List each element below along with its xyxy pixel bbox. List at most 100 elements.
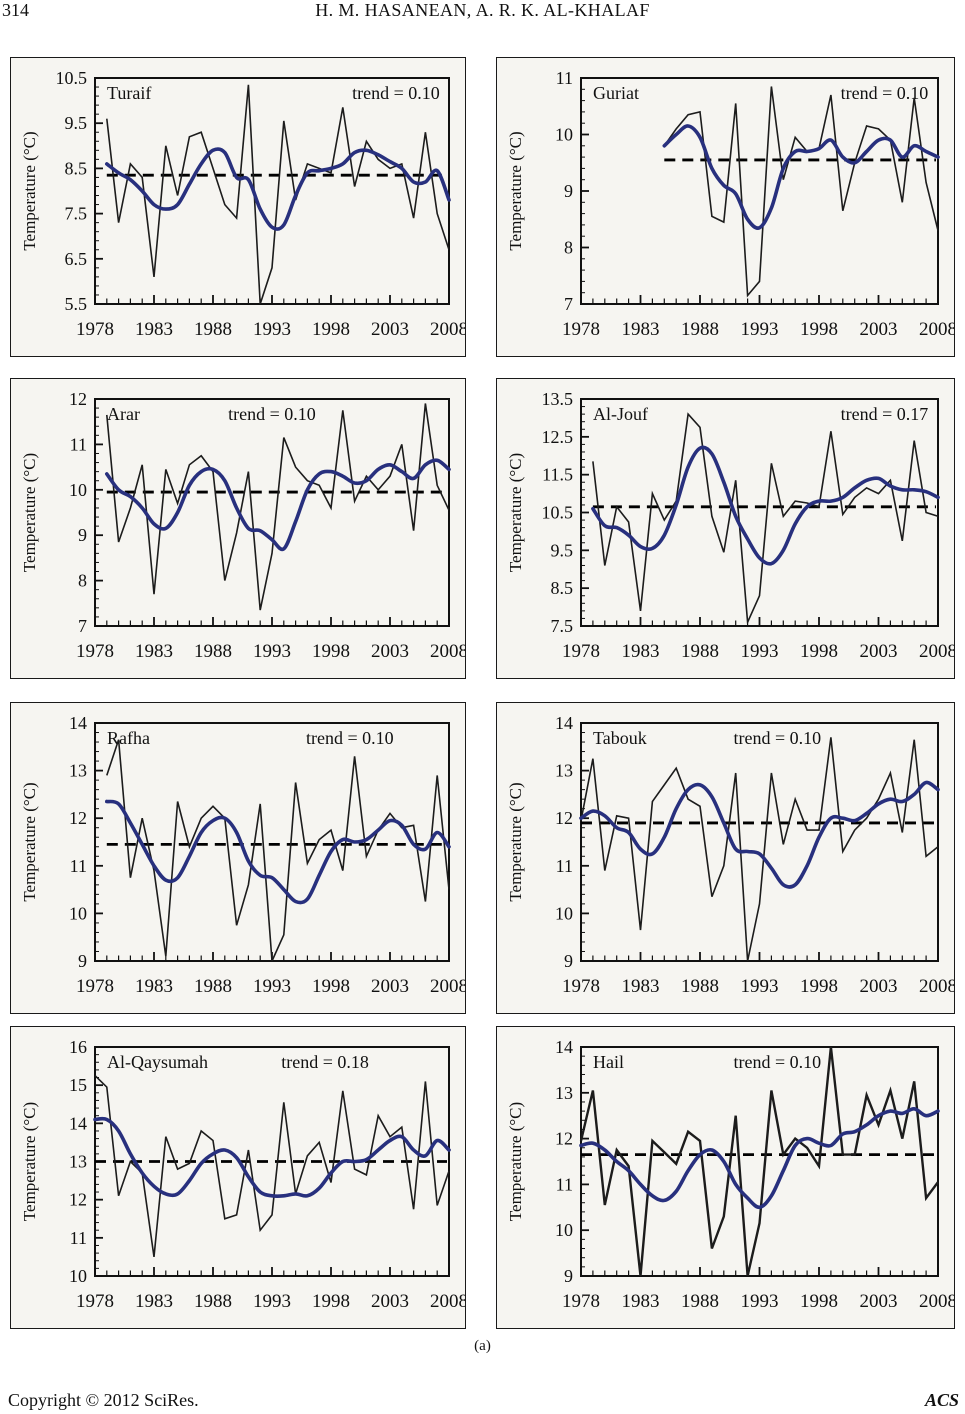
chart-title: Tabouk <box>593 728 647 748</box>
y-tick-label: 14 <box>69 1113 87 1133</box>
x-tick-label: 1998 <box>312 976 350 997</box>
x-tick-label: 1978 <box>562 976 600 997</box>
y-tick-label: 15 <box>69 1075 87 1095</box>
annual-series-line <box>106 739 450 962</box>
x-tick-label: 1998 <box>800 641 838 662</box>
y-tick-label: 14 <box>555 713 573 733</box>
smoothed-series-line <box>105 458 451 552</box>
smoothed-series-line <box>662 124 940 230</box>
y-tick-label: 9.5 <box>65 113 88 133</box>
footer-copyright: Copyright © 2012 SciRes. <box>8 1390 199 1410</box>
annual-series-line <box>592 412 939 626</box>
trend-label: trend = 0.10 <box>841 83 929 103</box>
x-tick-label: 1998 <box>800 319 838 340</box>
x-tick-label: 1978 <box>562 319 600 340</box>
y-tick-label: 7.5 <box>65 204 88 224</box>
y-tick-label: 11 <box>70 1228 87 1248</box>
page-number: 314 <box>2 0 29 20</box>
chart-canvas-arar: 7 8 9 10 11 12 1978 1983 1988 1993 1998 2003 2008 Tem… <box>11 379 465 678</box>
x-tick-label: 1998 <box>312 1291 350 1312</box>
y-tick-label: 13 <box>69 1152 87 1172</box>
chart-background <box>11 1027 465 1328</box>
y-axis-label: Temperature (°C) <box>506 1102 525 1221</box>
x-tick-label: 2008 <box>919 319 954 340</box>
x-tick-label: 1998 <box>312 319 350 340</box>
chart-title: Al-Jouf <box>593 404 648 424</box>
chart-title: Hail <box>593 1052 624 1072</box>
annual-series-line <box>663 86 939 298</box>
x-tick-label: 1983 <box>622 976 660 997</box>
y-tick-label: 11 <box>556 68 573 88</box>
chart-rafha: 9 10 11 12 13 14 1978 1983 1988 1993 1998 2003 2008 T… <box>10 702 466 1014</box>
x-tick-label: 1988 <box>194 1291 232 1312</box>
smoothed-series-line <box>105 799 451 905</box>
y-tick-label: 14 <box>555 1037 573 1057</box>
trend-label: trend = 0.10 <box>734 1052 822 1072</box>
chart-canvas-al-jouf: 7.5 8.5 9.5 10.5 11.5 12.5 13.5 1978 1983 1988 199… <box>497 379 954 678</box>
y-tick-label: 7 <box>78 616 87 636</box>
chart-title: Rafha <box>107 728 150 748</box>
x-tick-label: 2008 <box>430 319 465 340</box>
chart-canvas-tabouk: 9 10 11 12 13 14 1978 1983 1988 1993 1998 2003 2008 T… <box>497 703 954 1013</box>
trend-label: trend = 0.18 <box>281 1052 369 1072</box>
x-tick-label: 2008 <box>919 976 954 997</box>
y-tick-label: 9 <box>78 951 87 971</box>
y-tick-label: 10 <box>69 480 87 500</box>
x-tick-label: 1983 <box>135 319 173 340</box>
y-tick-label: 7 <box>564 294 573 314</box>
x-tick-label: 1983 <box>135 1291 173 1312</box>
chart-hail: 9 10 11 12 13 14 1978 1983 1988 1993 1998 2003 2008 T… <box>496 1026 955 1329</box>
chart-background <box>497 379 954 678</box>
y-tick-label: 10 <box>69 903 87 923</box>
y-tick-label: 11 <box>556 856 573 876</box>
x-tick-label: 1978 <box>76 976 114 997</box>
subfigure-label: (a) <box>474 1338 491 1354</box>
chart-arar: 7 8 9 10 11 12 1978 1983 1988 1993 1998 2003 2008 Tem… <box>10 378 466 679</box>
y-tick-label: 8 <box>78 571 87 591</box>
y-tick-label: 10.5 <box>542 503 574 523</box>
chart-title: Al-Qaysumah <box>107 1052 208 1072</box>
y-axis-label: Temperature (°C) <box>20 782 39 901</box>
x-tick-label: 1988 <box>194 319 232 340</box>
x-tick-label: 1993 <box>253 1291 291 1312</box>
x-tick-label: 2003 <box>860 319 898 340</box>
x-tick-label: 1978 <box>76 641 114 662</box>
annual-series-line <box>94 1075 450 1258</box>
x-tick-label: 1993 <box>741 1291 779 1312</box>
chart-turaif: 5.5 6.5 7.5 8.5 9.5 10.5 1978 1983 1988 1993 1998 2… <box>10 57 466 357</box>
x-tick-label: 1978 <box>562 641 600 662</box>
annual-series-line <box>106 84 450 305</box>
y-tick-label: 10 <box>555 125 573 145</box>
smoothed-series-line <box>591 445 940 566</box>
chart-background <box>497 1027 954 1328</box>
y-tick-label: 9.5 <box>551 540 574 560</box>
y-tick-label: 12 <box>69 389 87 409</box>
y-tick-label: 10 <box>555 1220 573 1240</box>
smoothed-series-line <box>93 1116 451 1199</box>
x-tick-label: 1978 <box>76 1291 114 1312</box>
x-tick-label: 2008 <box>430 641 465 662</box>
y-tick-label: 8.5 <box>551 578 574 598</box>
x-tick-label: 1983 <box>135 641 173 662</box>
trend-label: trend = 0.10 <box>306 728 394 748</box>
y-tick-label: 12 <box>69 808 87 828</box>
y-tick-label: 11 <box>70 856 87 876</box>
y-tick-label: 16 <box>69 1037 87 1057</box>
y-tick-label: 13 <box>555 761 573 781</box>
chart-canvas-al-qaysumah: 10 11 12 13 14 15 16 1978 1983 1988 1993 1998 2003 20… <box>11 1027 465 1328</box>
x-tick-label: 2003 <box>860 976 898 997</box>
x-tick-label: 1983 <box>622 319 660 340</box>
y-tick-label: 12.5 <box>542 427 574 447</box>
chart-title: Arar <box>107 404 140 424</box>
y-axis-label: Temperature (°C) <box>506 782 525 901</box>
chart-title: Turaif <box>107 83 151 103</box>
x-tick-label: 2008 <box>919 1291 954 1312</box>
x-tick-label: 1993 <box>741 976 779 997</box>
header-title: H. M. HASANEAN, A. R. K. AL-KHALAF <box>315 0 650 20</box>
y-tick-label: 14 <box>69 713 87 733</box>
annual-series-line <box>579 1046 939 1277</box>
x-tick-label: 1978 <box>76 319 114 340</box>
y-tick-label: 12 <box>555 808 573 828</box>
x-tick-label: 1983 <box>622 1291 660 1312</box>
y-tick-label: 12 <box>555 1129 573 1149</box>
